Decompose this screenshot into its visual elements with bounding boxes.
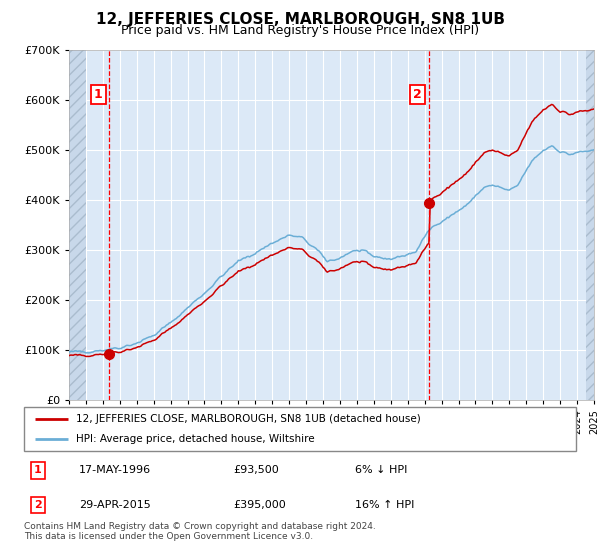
Bar xyxy=(69,50,86,400)
Text: 12, JEFFERIES CLOSE, MARLBOROUGH, SN8 1UB (detached house): 12, JEFFERIES CLOSE, MARLBOROUGH, SN8 1U… xyxy=(76,414,421,424)
Text: 1: 1 xyxy=(94,88,103,101)
Text: HPI: Average price, detached house, Wiltshire: HPI: Average price, detached house, Wilt… xyxy=(76,434,315,444)
Text: 17-MAY-1996: 17-MAY-1996 xyxy=(79,465,151,475)
Bar xyxy=(586,50,594,400)
Text: Contains HM Land Registry data © Crown copyright and database right 2024.
This d: Contains HM Land Registry data © Crown c… xyxy=(24,522,376,542)
Text: 2: 2 xyxy=(34,500,41,510)
Text: £395,000: £395,000 xyxy=(234,500,287,510)
Text: 2: 2 xyxy=(413,88,422,101)
FancyBboxPatch shape xyxy=(24,407,576,451)
Text: 6% ↓ HPI: 6% ↓ HPI xyxy=(355,465,407,475)
Text: 29-APR-2015: 29-APR-2015 xyxy=(79,500,151,510)
Text: 1: 1 xyxy=(34,465,41,475)
Text: 12, JEFFERIES CLOSE, MARLBOROUGH, SN8 1UB: 12, JEFFERIES CLOSE, MARLBOROUGH, SN8 1U… xyxy=(95,12,505,27)
Text: 16% ↑ HPI: 16% ↑ HPI xyxy=(355,500,415,510)
Text: Price paid vs. HM Land Registry's House Price Index (HPI): Price paid vs. HM Land Registry's House … xyxy=(121,24,479,37)
Text: £93,500: £93,500 xyxy=(234,465,280,475)
